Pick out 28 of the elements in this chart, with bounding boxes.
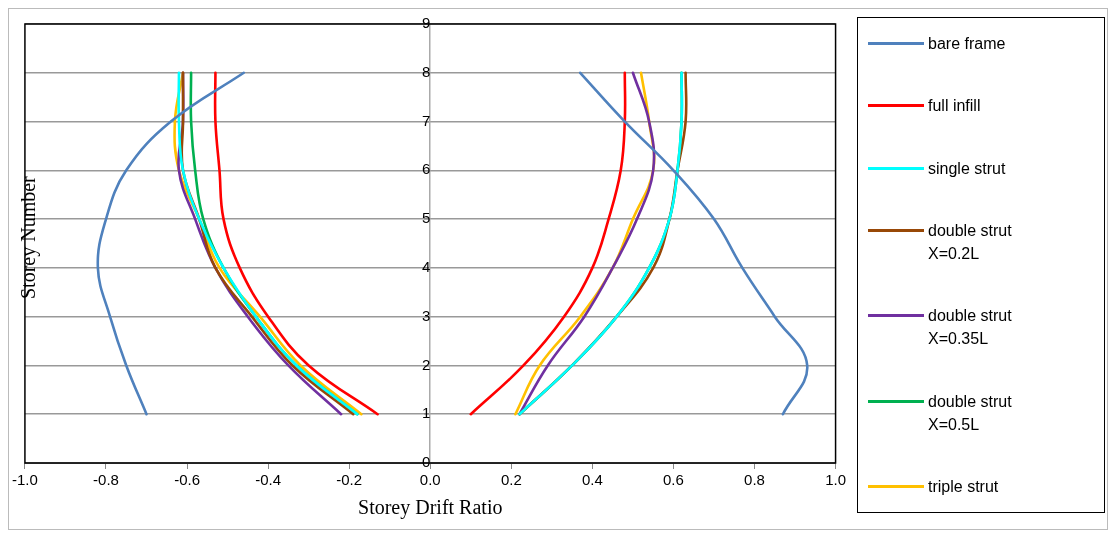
y-tick-label: 6 (421, 160, 431, 178)
y-tick-label: 2 (421, 355, 431, 373)
y-tick-label: 4 (421, 258, 431, 276)
x-tick-label: -0.2 (336, 471, 363, 489)
x-tick-label: -1.0 (11, 471, 38, 489)
legend-label: double strut X=0.2L (928, 221, 1013, 264)
legend-label: double strut X=0.5L (928, 391, 1013, 435)
x-tick-label: 0.4 (581, 471, 603, 489)
x-tick-label: 1.0 (825, 471, 846, 489)
x-tick-label: 0.8 (744, 471, 765, 489)
legend-label: double strut X=0.35L (928, 306, 1013, 350)
legend-label: full infill (928, 96, 982, 117)
x-tick-label: 0.0 (419, 471, 441, 489)
x-axis-title: Storey Drift Ratio (358, 496, 503, 520)
legend-label: bare frame (928, 34, 1007, 54)
y-tick-label: 7 (421, 111, 431, 129)
y-tick-label: 5 (421, 209, 431, 227)
x-tick-label: 0.2 (500, 471, 522, 489)
legend-label: single strut (928, 158, 1007, 179)
x-tick-label: -0.8 (93, 471, 119, 489)
y-tick-label: 3 (421, 306, 431, 324)
x-tick-label: -0.4 (255, 471, 282, 489)
y-axis-title: Storey Number (17, 176, 40, 299)
y-tick-label: 1 (421, 404, 431, 422)
y-tick-label: 8 (421, 62, 431, 80)
legend-label: triple strut (928, 476, 1000, 497)
x-tick-label: -0.6 (174, 471, 200, 489)
x-tick-label: 0.6 (663, 471, 684, 489)
